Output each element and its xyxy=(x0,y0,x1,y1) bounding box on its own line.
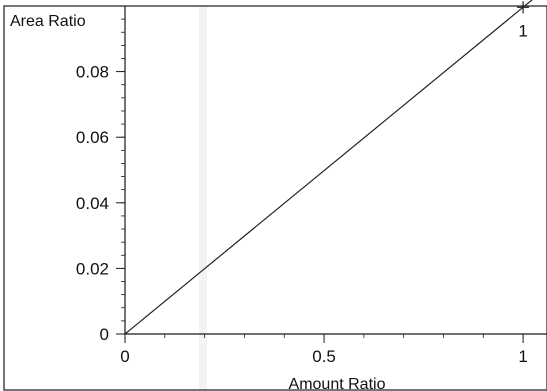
point-label: 1 xyxy=(518,21,527,40)
page-fold-shadow xyxy=(199,6,207,390)
x-tick-label: 0 xyxy=(120,347,129,366)
y-tick-label: 0 xyxy=(100,325,109,344)
x-tick-label: 1 xyxy=(518,347,527,366)
chart-frame xyxy=(3,5,547,391)
points-layer: 1 xyxy=(517,1,530,40)
x-tick-label: 0.5 xyxy=(312,347,336,366)
y-tick-label: 0.02 xyxy=(76,259,109,278)
x-axis-ticks: 0 0.5 1 xyxy=(120,334,528,366)
y-axis-ticks: 0 0.02 0.04 0.06 0.08 xyxy=(76,5,125,344)
calibration-point: 1 xyxy=(517,1,530,40)
y-axis-title: Area Ratio xyxy=(10,13,86,30)
y-tick-label: 0.08 xyxy=(76,63,109,82)
x-axis-title: Amount Ratio xyxy=(289,376,386,391)
y-tick-label: 0.04 xyxy=(76,194,109,213)
y-tick-label: 0.06 xyxy=(76,128,109,147)
calibration-line xyxy=(124,0,533,335)
series-layer xyxy=(124,0,533,335)
